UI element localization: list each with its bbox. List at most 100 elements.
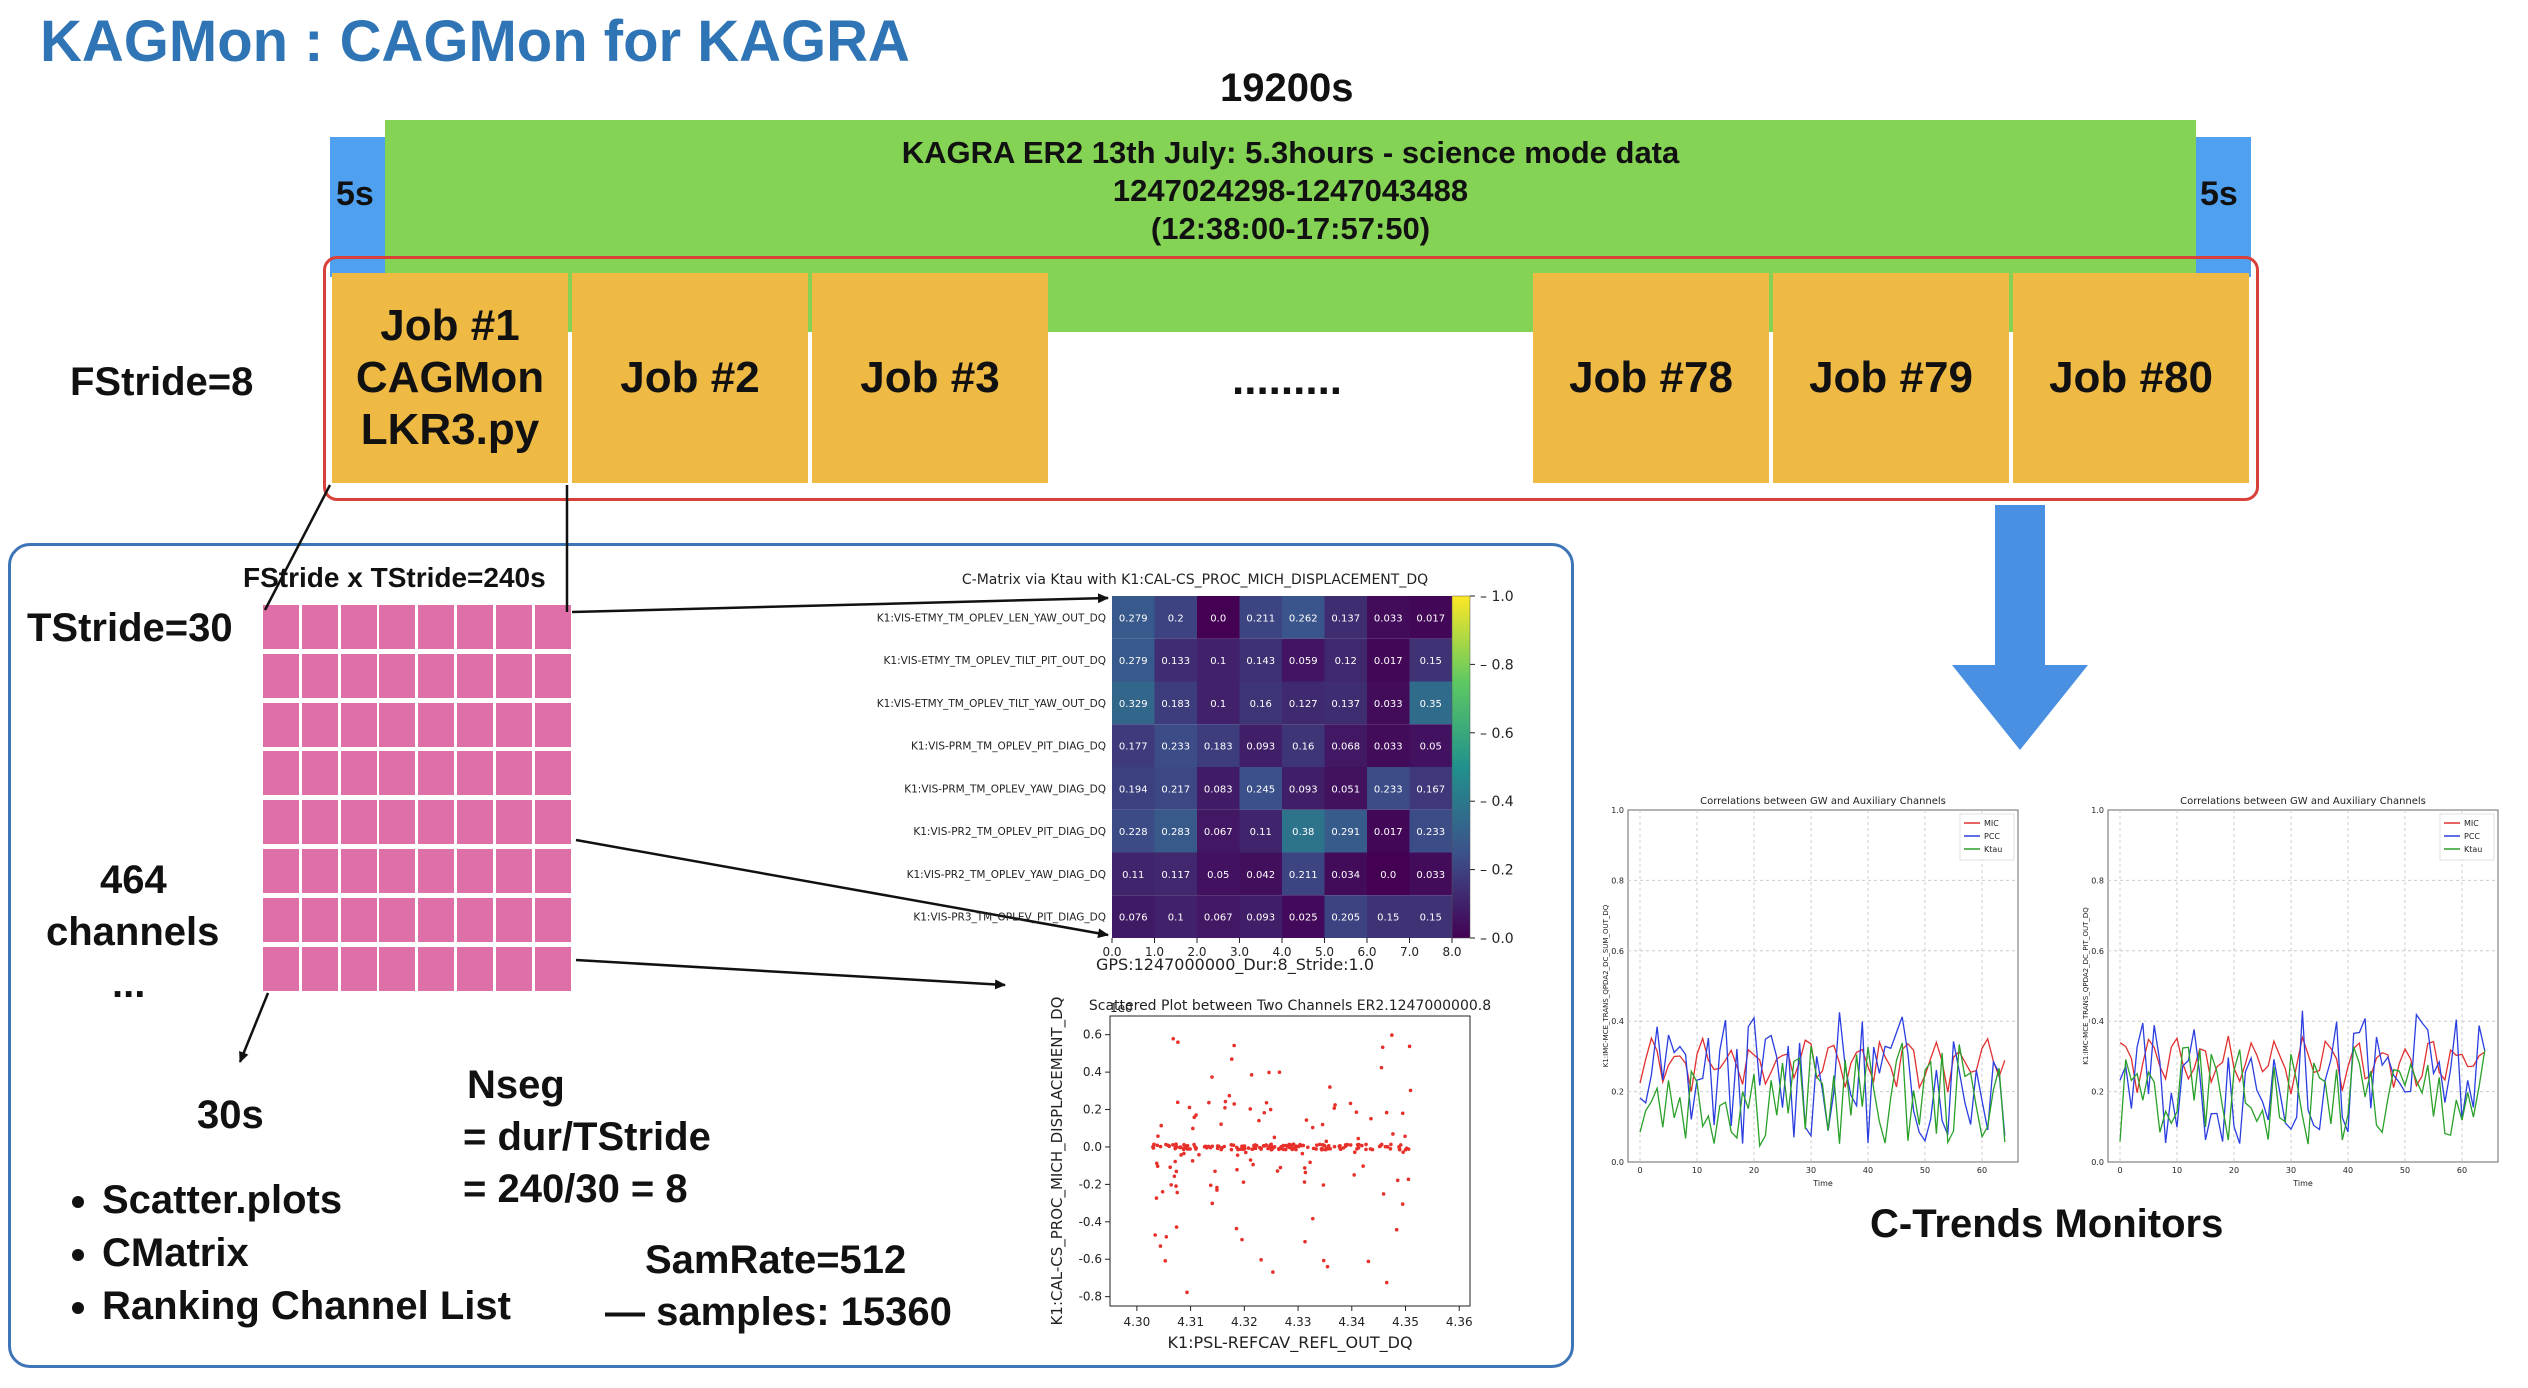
output-item-scatter: Scatter.plots bbox=[102, 1174, 511, 1227]
cmatrix-cell bbox=[1324, 852, 1367, 896]
cmatrix-cell bbox=[1239, 767, 1282, 810]
cmatrix-value: 0.35 bbox=[1420, 699, 1442, 710]
cmatrix-cell bbox=[1282, 596, 1325, 639]
cmatrix-value: 0.067 bbox=[1204, 913, 1233, 924]
cmatrix-value: 0.167 bbox=[1416, 784, 1445, 795]
cmatrix-cell bbox=[1409, 681, 1452, 725]
scatter-xlabel: K1:PSL-REFCAV_REFL_OUT_DQ bbox=[1167, 1333, 1412, 1353]
scatter-point bbox=[1283, 1147, 1288, 1152]
cmatrix-value: 0.0 bbox=[1210, 613, 1226, 624]
scatter-point bbox=[1390, 1033, 1394, 1037]
scatter-x-tick: 4.35 bbox=[1392, 1315, 1419, 1329]
scatter-point bbox=[1153, 1233, 1157, 1237]
trend-line bbox=[2119, 1010, 2486, 1144]
nseg-line-3: = 240/30 = 8 bbox=[463, 1167, 688, 1211]
scatter-point bbox=[1253, 1143, 1258, 1147]
trend-title: Correlations between GW and Auxiliary Ch… bbox=[2180, 796, 2426, 807]
right-pad-label: 5s bbox=[2200, 175, 2238, 213]
cmatrix-value: 0.05 bbox=[1207, 870, 1229, 881]
scatter-point bbox=[1243, 1150, 1248, 1155]
trends-label: C-Trends Monitors bbox=[1870, 1202, 2224, 1246]
scatter-point bbox=[1325, 1264, 1330, 1269]
scatter-x-tick: 4.34 bbox=[1338, 1315, 1365, 1329]
cmatrix-cell bbox=[1324, 895, 1367, 938]
cmatrix-value: 0.228 bbox=[1119, 827, 1148, 838]
scatter-point bbox=[1175, 1145, 1179, 1149]
scatter-point bbox=[1248, 1107, 1253, 1111]
scatter-point bbox=[1394, 1227, 1399, 1232]
grid-cell bbox=[495, 653, 532, 698]
scatter-point bbox=[1236, 1147, 1240, 1151]
cmatrix-cell bbox=[1197, 638, 1240, 682]
scatter-ylabel: K1:CAL-CS_PROC_MICH_DISPLACEMENT_DQ bbox=[1048, 997, 1067, 1326]
scatter-point bbox=[1235, 1167, 1239, 1172]
grid-cell bbox=[301, 800, 338, 845]
scatter-point bbox=[1314, 1143, 1319, 1147]
samrate-line-1: SamRate=512 bbox=[645, 1238, 907, 1282]
trend-panel-1: Correlations between GW and Auxiliary Ch… bbox=[1602, 796, 2019, 1188]
scatter-point bbox=[1354, 1110, 1359, 1114]
grid-cell bbox=[340, 849, 377, 893]
scatter-point bbox=[1183, 1144, 1188, 1148]
scatter-point bbox=[1229, 1147, 1234, 1152]
cmatrix-value: 0.233 bbox=[1416, 827, 1445, 838]
grid-cell bbox=[340, 897, 377, 942]
job-1-line-1: Job #1 bbox=[380, 301, 520, 350]
cmatrix-cell bbox=[1367, 681, 1410, 725]
scatter-point bbox=[1352, 1150, 1357, 1155]
scatter-point bbox=[1294, 1147, 1298, 1152]
grid-cell bbox=[301, 849, 338, 893]
cmatrix-cell bbox=[1409, 724, 1452, 767]
cmatrix-value: 0.283 bbox=[1161, 827, 1190, 838]
grid-cell bbox=[418, 653, 455, 698]
cmatrix-row-label: K1:VIS-PR2_TM_OPLEV_PIT_DIAG_DQ bbox=[913, 826, 1106, 838]
cmatrix-row-label: K1:VIS-ETMY_TM_OPLEV_LEN_YAW_OUT_DQ bbox=[877, 612, 1106, 624]
scatter-point bbox=[1400, 1202, 1405, 1206]
cmatrix-value: 0.033 bbox=[1374, 613, 1403, 624]
cmatrix-row-label: K1:VIS-PRM_TM_OPLEV_PIT_DIAG_DQ bbox=[911, 741, 1106, 753]
grid-cell bbox=[301, 751, 338, 796]
scatter-point bbox=[1259, 1147, 1263, 1151]
scatter-point bbox=[1192, 1115, 1197, 1120]
scatter-point bbox=[1213, 1169, 1217, 1174]
scatter-point bbox=[1215, 1146, 1220, 1151]
scatter-point bbox=[1357, 1142, 1361, 1147]
scatter-point bbox=[1320, 1143, 1325, 1147]
cmatrix-title: C-Matrix via Ktau with K1:CAL-CS_PROC_MI… bbox=[962, 572, 1428, 588]
grid-cell bbox=[495, 605, 532, 649]
job-80-label: Job #80 bbox=[2049, 353, 2213, 402]
cmatrix-cell bbox=[1324, 638, 1367, 682]
scatter-point bbox=[1181, 1146, 1186, 1151]
scatter-point bbox=[1185, 1290, 1189, 1295]
scatter-point bbox=[1381, 1192, 1386, 1196]
scatter-point bbox=[1223, 1099, 1228, 1104]
scatter-point bbox=[1332, 1144, 1337, 1149]
grid-cell bbox=[418, 946, 455, 991]
trend-x-tick: 0 bbox=[2117, 1166, 2122, 1175]
cmatrix-cell bbox=[1367, 596, 1410, 639]
grid-cell bbox=[379, 702, 416, 747]
scatter-point bbox=[1178, 1145, 1183, 1149]
scatter-point bbox=[1323, 1147, 1328, 1152]
cmatrix-value: 0.16 bbox=[1292, 742, 1314, 753]
scatter-point bbox=[1176, 1040, 1180, 1045]
scatter-x-tick: 4.31 bbox=[1177, 1315, 1204, 1329]
cmatrix-cell bbox=[1239, 596, 1282, 639]
scatter-point bbox=[1360, 1143, 1364, 1148]
cmatrix-cell bbox=[1197, 767, 1240, 810]
cmatrix-cell bbox=[1112, 724, 1155, 767]
cmatrix-cell bbox=[1197, 724, 1240, 767]
scatter-point bbox=[1268, 1143, 1272, 1148]
scatter-point bbox=[1303, 1239, 1307, 1244]
scatter-point bbox=[1397, 1147, 1402, 1152]
scatter-point bbox=[1277, 1147, 1281, 1152]
job-79-label: Job #79 bbox=[1809, 353, 1973, 402]
grid-cell bbox=[263, 897, 299, 942]
cmatrix-cell bbox=[1197, 852, 1240, 896]
scatter-point bbox=[1222, 1144, 1227, 1149]
scatter-point bbox=[1272, 1144, 1277, 1149]
channels-count: 464 bbox=[100, 858, 167, 902]
fstride-label: FStride=8 bbox=[70, 360, 254, 404]
job-79: Job #79 bbox=[1773, 273, 2009, 483]
scatter-point bbox=[1229, 1143, 1234, 1147]
